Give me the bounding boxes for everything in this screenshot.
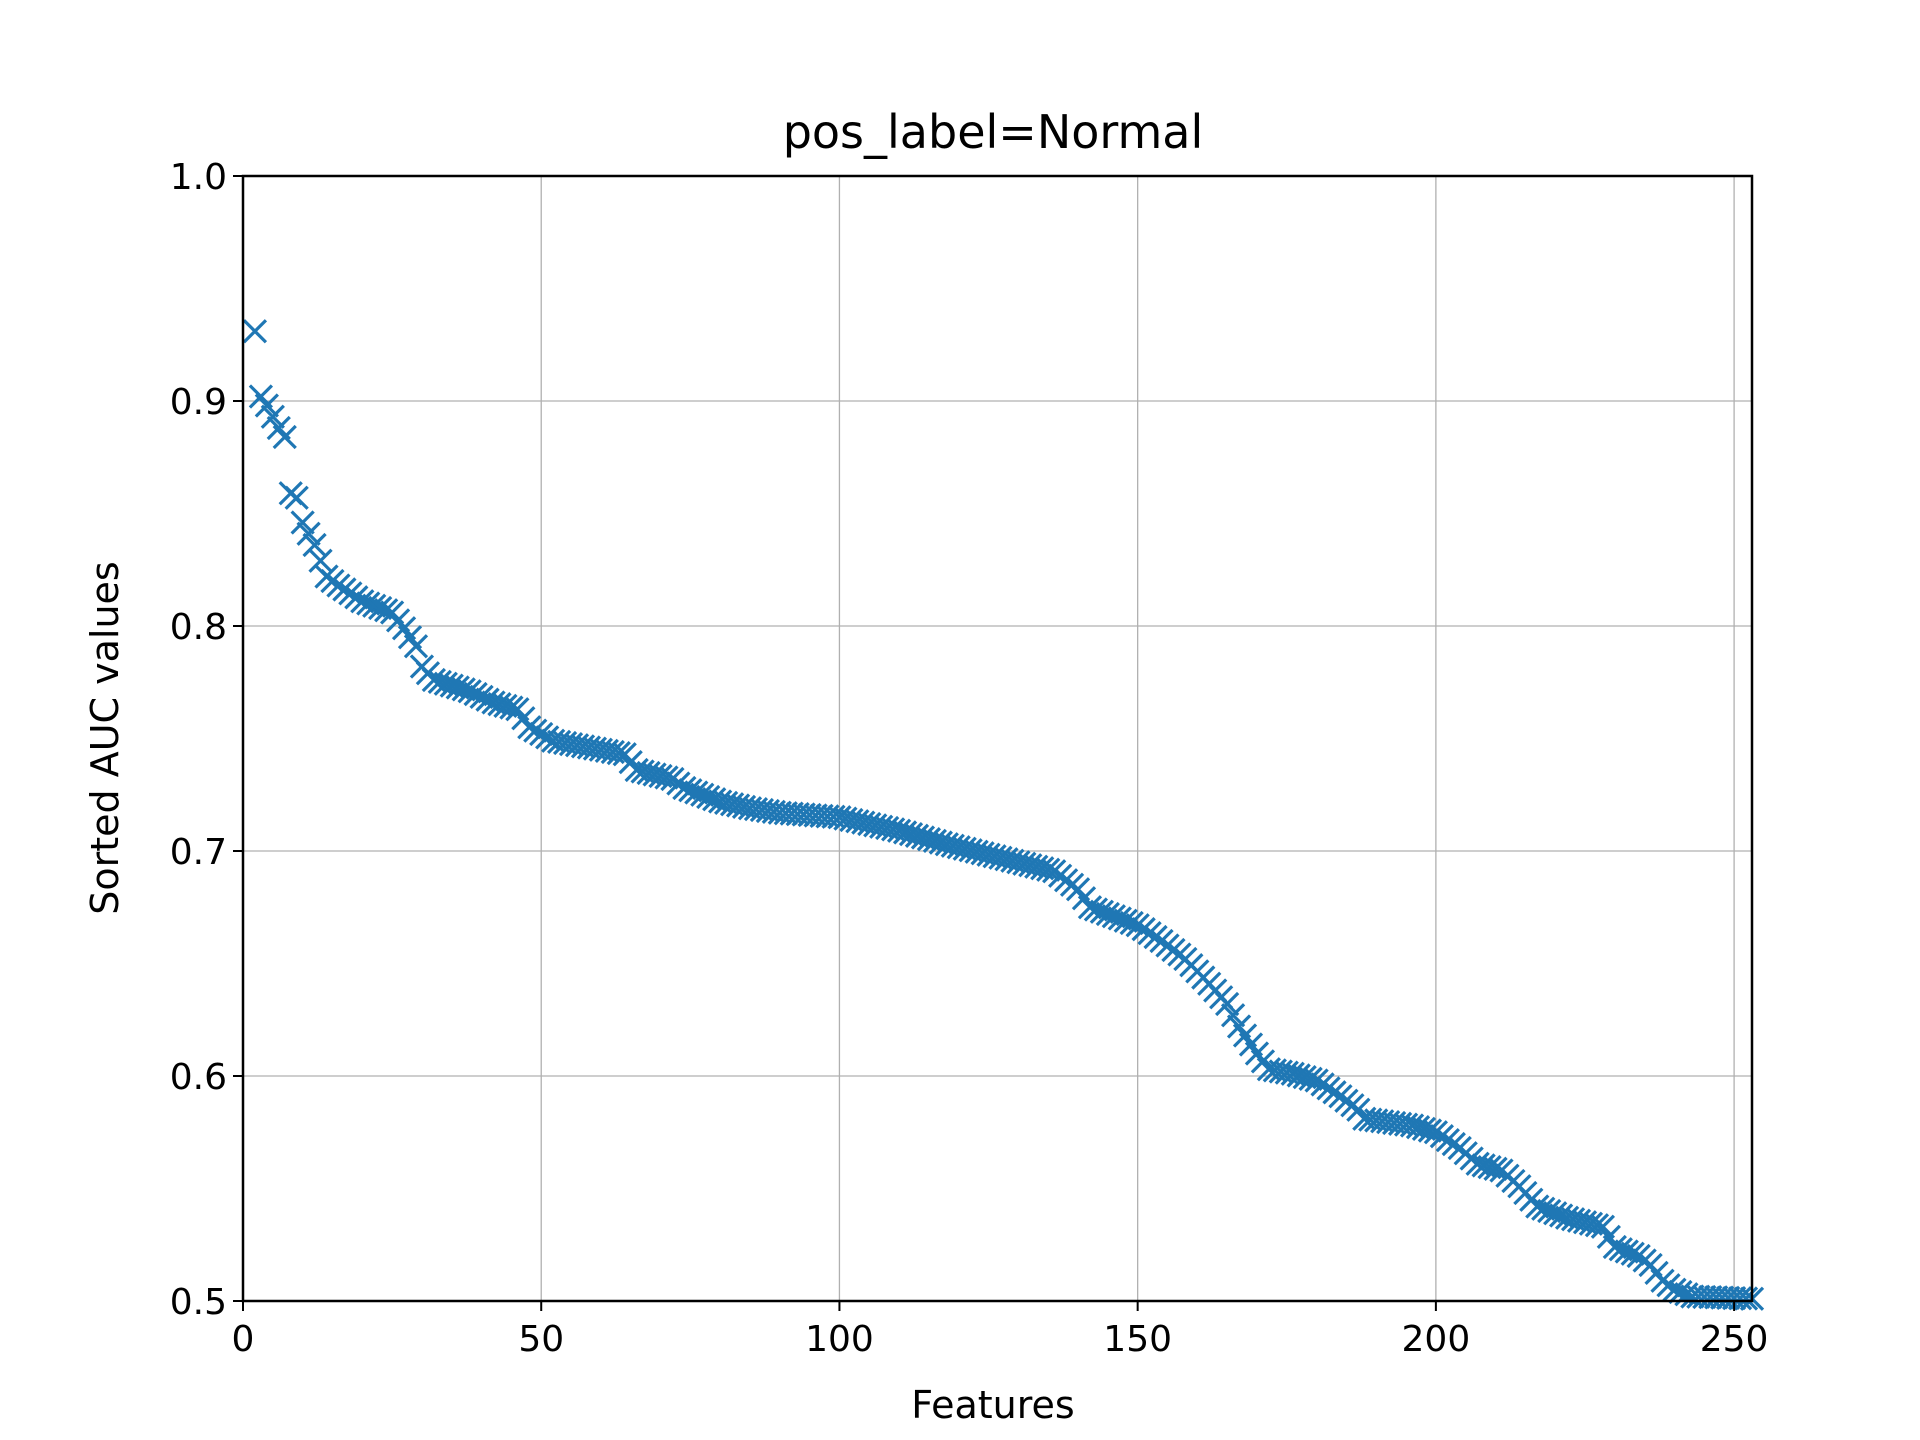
y-tick-label: 0.8 [170, 607, 227, 648]
data-point [1721, 1285, 1747, 1311]
y-tick-label: 1.0 [170, 157, 227, 198]
data-point [1716, 1285, 1741, 1310]
data-point [1692, 1284, 1717, 1310]
x-tick-label: 0 [232, 1319, 255, 1360]
data-point [254, 393, 279, 418]
y-tick-label: 0.9 [170, 382, 227, 423]
data-point [290, 510, 315, 535]
data-point [457, 679, 482, 704]
data-point [1698, 1285, 1723, 1310]
data-point [1727, 1286, 1753, 1311]
data-point [242, 319, 268, 344]
data-point [1483, 1156, 1508, 1181]
data-point [529, 721, 554, 747]
y-tick-label: 0.5 [170, 1282, 227, 1323]
data-point [1680, 1284, 1705, 1309]
data-point [260, 404, 285, 429]
y-tick-label: 0.6 [170, 1057, 227, 1098]
data-point [1220, 1003, 1246, 1028]
data-point [469, 684, 494, 710]
grid-lines [243, 176, 1752, 1301]
data-point [1214, 991, 1240, 1017]
x-tick-label: 200 [1402, 1319, 1471, 1360]
data-point [403, 634, 429, 659]
data-point [272, 424, 297, 450]
data-point [1298, 1066, 1323, 1091]
data-point [1620, 1241, 1645, 1266]
data-point [1036, 857, 1061, 882]
data-series [242, 319, 1765, 1311]
data-point [302, 532, 327, 558]
data-point [1710, 1285, 1735, 1310]
data-point [654, 765, 679, 790]
data-point [517, 715, 542, 740]
data-point [1704, 1285, 1729, 1310]
y-tick-label: 0.7 [170, 832, 227, 873]
x-tick-label: 150 [1103, 1319, 1172, 1360]
x-tick-label: 50 [518, 1319, 564, 1360]
data-point [1686, 1284, 1711, 1309]
data-point [284, 485, 309, 510]
axis-ticks: 0 50 100 150 200 250 0.5 0.6 0.7 0.8 0.9 1.0 [170, 157, 1769, 1360]
data-point [463, 681, 488, 707]
chart-title: pos_label=Normal [783, 105, 1204, 159]
data-point [308, 548, 333, 573]
data-point [1417, 1118, 1443, 1143]
data-point [1119, 910, 1144, 936]
x-tick-label: 100 [805, 1319, 874, 1360]
x-tick-label: 250 [1700, 1319, 1769, 1360]
x-axis-label: Features [911, 1383, 1074, 1427]
data-point [1733, 1286, 1759, 1311]
data-point [296, 521, 321, 546]
y-axis-label: Sorted AUC values [83, 561, 127, 915]
data-point [523, 718, 548, 743]
plot-frame [241, 174, 1754, 1303]
